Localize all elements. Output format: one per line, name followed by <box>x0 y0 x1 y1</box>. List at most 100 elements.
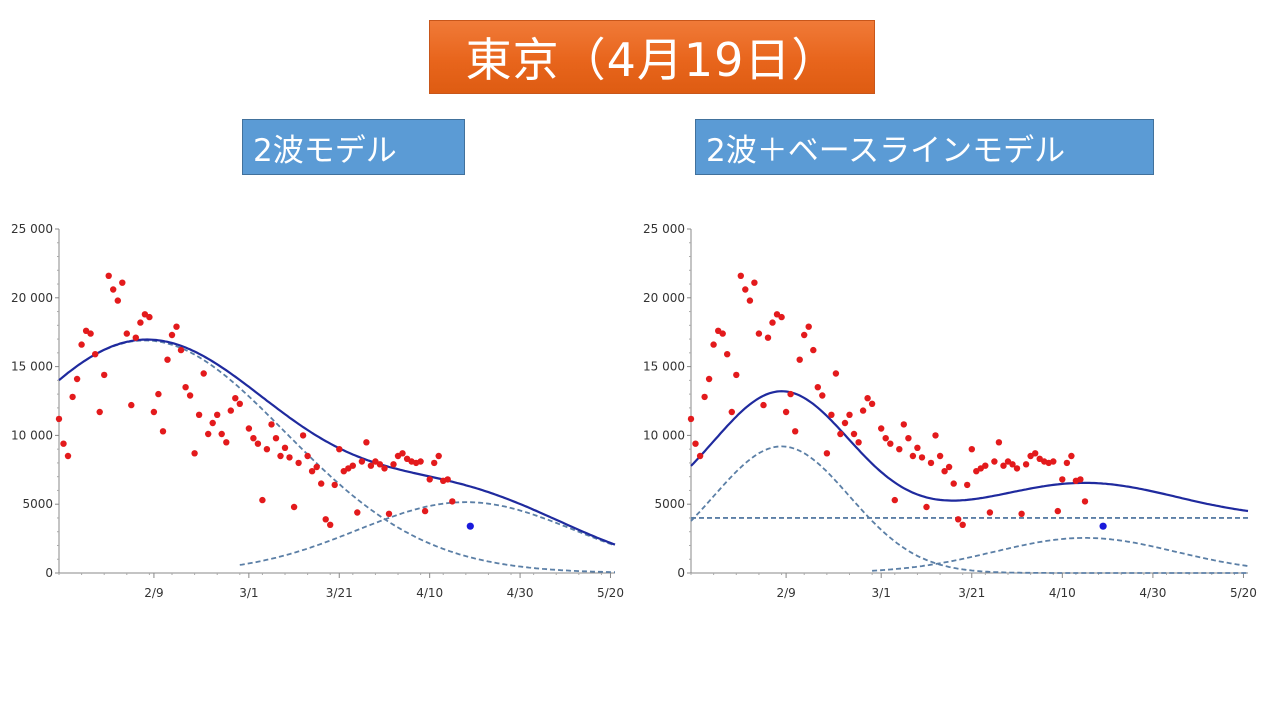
observed-point <box>381 465 388 472</box>
observed-point <box>435 452 442 460</box>
x-tick-label: 4/10 <box>416 586 443 600</box>
observed-point <box>64 452 72 460</box>
observed-point <box>263 446 271 453</box>
observed-point <box>426 476 433 483</box>
observed-point <box>773 311 781 318</box>
observed-point <box>832 370 840 377</box>
observed-point <box>322 516 329 523</box>
right-subtitle: 2波＋ベースラインモデル <box>695 119 1154 175</box>
observed-point <box>1009 461 1016 468</box>
observed-point <box>55 415 63 423</box>
x-tick-label: 5/20 <box>597 586 624 600</box>
observed-point <box>823 450 831 457</box>
observed-point <box>245 425 253 432</box>
observed-point <box>354 509 361 516</box>
y-tick-label: 5000 <box>22 497 53 511</box>
observed-point <box>227 407 234 414</box>
observed-point <box>841 419 849 427</box>
x-tick-label: 3/21 <box>958 586 985 600</box>
observed-point <box>110 286 117 293</box>
observed-point <box>1068 452 1075 460</box>
observed-point <box>96 408 103 416</box>
observed-point <box>268 421 275 428</box>
x-tick-label: 3/1 <box>239 586 258 600</box>
observed-point <box>191 450 198 457</box>
x-tick-label: 2/9 <box>144 586 163 600</box>
observed-point <box>828 411 835 418</box>
observed-point <box>696 452 704 460</box>
x-tick-label: 5/20 <box>1230 586 1257 600</box>
observed-point <box>272 435 280 442</box>
observed-point <box>73 375 81 383</box>
observed-point <box>882 435 889 442</box>
observed-point <box>692 440 699 447</box>
observed-point <box>336 446 343 453</box>
observed-point <box>1054 507 1062 515</box>
y-tick-label: 15 000 <box>643 360 685 374</box>
observed-point <box>959 521 966 528</box>
observed-point <box>701 393 708 401</box>
slide-title: 東京（4月19日） <box>429 20 875 94</box>
observed-point <box>964 481 971 489</box>
observed-point <box>819 392 826 399</box>
observed-point <box>705 375 713 383</box>
x-tick-label: 4/30 <box>1139 586 1166 600</box>
observed-point <box>859 407 867 414</box>
observed-point <box>205 430 212 438</box>
observed-point <box>200 370 207 377</box>
y-tick-label: 25 000 <box>11 222 53 236</box>
observed-point <box>995 439 1003 446</box>
observed-point <box>1081 498 1089 505</box>
observed-point <box>313 463 320 471</box>
observed-point <box>923 503 930 511</box>
observed-point <box>737 272 744 279</box>
observed-point <box>787 390 794 398</box>
observed-point <box>950 480 957 487</box>
observed-point <box>751 279 758 286</box>
observed-point <box>868 400 876 407</box>
observed-point <box>177 346 185 354</box>
observed-point <box>945 463 953 471</box>
y-tick-label: 0 <box>45 566 53 580</box>
observed-point <box>927 459 935 467</box>
observed-point <box>159 428 167 435</box>
observed-point <box>1063 459 1071 467</box>
left-subtitle: 2波モデル <box>242 119 465 175</box>
x-tick-label: 3/21 <box>326 586 353 600</box>
observed-point <box>286 454 293 461</box>
latest-point <box>1099 522 1107 530</box>
observed-point <box>150 408 158 416</box>
observed-point <box>1050 458 1057 465</box>
y-tick-label: 0 <box>677 566 685 580</box>
observed-point <box>850 430 858 438</box>
x-tick-label: 4/30 <box>507 586 534 600</box>
observed-point <box>173 323 180 330</box>
observed-point <box>363 439 370 446</box>
observed-point <box>719 330 726 337</box>
observed-point <box>905 435 912 442</box>
observed-point <box>755 330 763 337</box>
x-tick-label: 4/10 <box>1049 586 1076 600</box>
observed-point <box>331 481 338 489</box>
observed-point <box>385 510 393 517</box>
observed-point <box>137 319 144 326</box>
observed-point <box>60 440 67 447</box>
observed-point <box>1013 465 1021 472</box>
observed-point <box>399 450 406 457</box>
observed-point <box>182 384 189 391</box>
observed-point <box>304 452 311 460</box>
observed-point <box>864 395 871 402</box>
observed-point <box>710 341 717 348</box>
observed-point <box>87 330 94 337</box>
observed-point <box>123 330 130 337</box>
observed-point <box>431 459 438 467</box>
observed-point <box>896 446 903 453</box>
observed-point <box>318 480 325 487</box>
observed-point <box>155 390 162 398</box>
observed-point <box>914 444 921 451</box>
observed-point <box>327 521 334 528</box>
observed-point <box>1032 450 1039 457</box>
observed-point <box>417 458 424 465</box>
y-tick-label: 5000 <box>654 497 685 511</box>
